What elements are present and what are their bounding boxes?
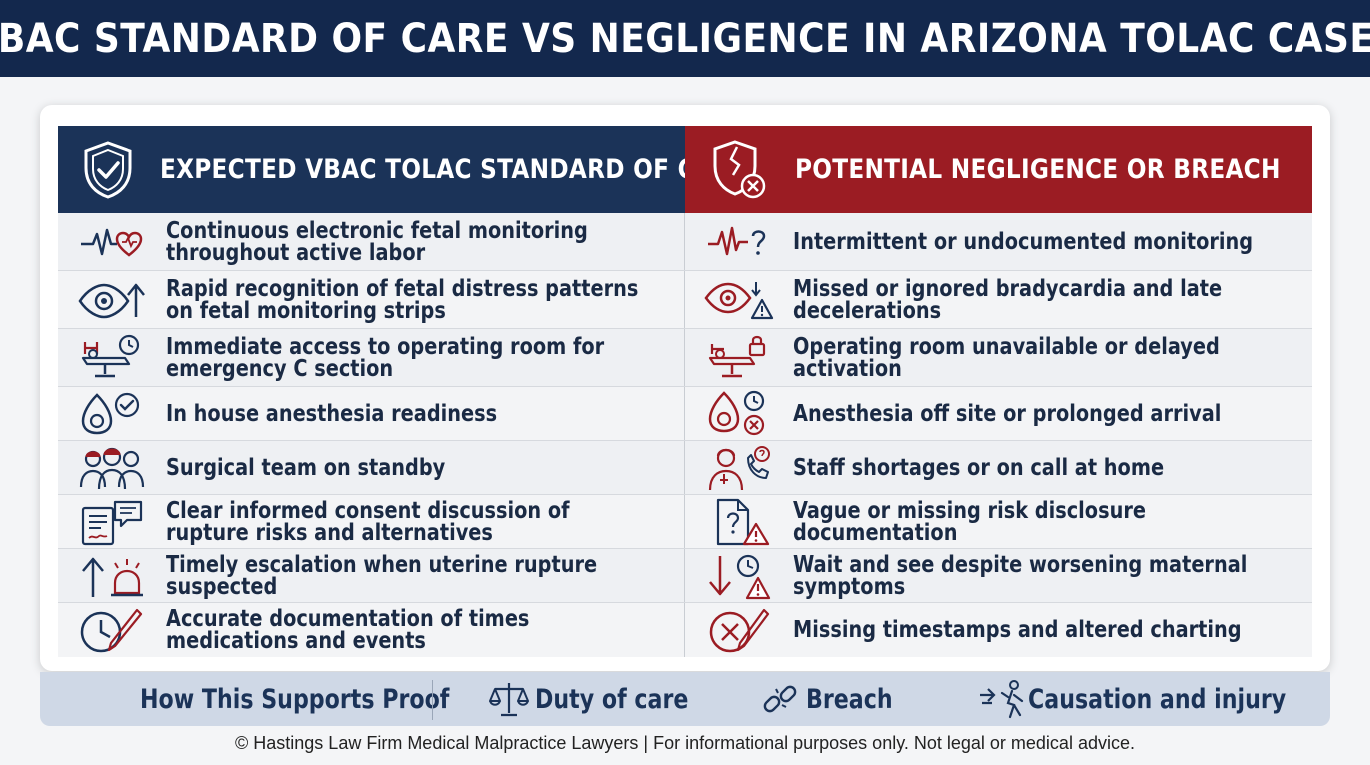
care-text: Clear informed consent discussion of rup… xyxy=(166,497,570,546)
comparison-rows: Continuous electronic fetal monitoring t… xyxy=(58,213,1312,657)
care-text: Immediate access to operating room for e… xyxy=(166,333,605,382)
breach-cell: Intermittent or undocumented monitoring xyxy=(685,213,1312,270)
care-text: Surgical team on standby xyxy=(166,454,446,481)
table-row: Surgical team on standby Staff shortages… xyxy=(58,441,1312,495)
care-text: Rapid recognition of fetal distress patt… xyxy=(166,275,639,324)
care-cell: Timely escalation when uterine rupture s… xyxy=(58,549,685,602)
negligence-header: POTENTIAL NEGLIGENCE OR BREACH xyxy=(685,126,1312,213)
proof-bar-title: How This Supports Proof xyxy=(140,672,517,726)
care-cell: Accurate documentation of times medicati… xyxy=(58,603,685,657)
table-row: Rapid recognition of fetal distress patt… xyxy=(58,271,1312,329)
care-text: Continuous electronic fetal monitoring t… xyxy=(166,217,588,266)
care-cell: In house anesthesia readiness xyxy=(58,387,685,440)
breach-text: Missing timestamps and altered charting xyxy=(793,617,1242,643)
breach-text: Anesthesia off site or prolonged arrival xyxy=(793,400,1222,427)
consent-form-chat-icon xyxy=(76,498,148,546)
operating-table-clock-icon xyxy=(76,334,148,382)
breach-text: Wait and see despite worsening maternal … xyxy=(793,551,1248,600)
anesthesia-mask-check-icon xyxy=(76,390,148,438)
scales-icon xyxy=(487,677,531,721)
table-row: Clear informed consent discussion of rup… xyxy=(58,495,1312,549)
heartbeat-monitor-icon xyxy=(76,218,148,266)
standard-of-care-header-label: EXPECTED VBAC TOLAC STANDARD OF CARE xyxy=(160,154,748,185)
breach-cell: Operating room unavailable or delayed ac… xyxy=(685,329,1312,386)
proof-item-duty: Duty of care xyxy=(487,672,722,726)
proof-item-label: Causation and injury xyxy=(1028,683,1287,715)
broken-chain-icon xyxy=(758,677,802,721)
eye-arrow-up-icon xyxy=(76,276,148,324)
negligence-header-label: POTENTIAL NEGLIGENCE OR BREACH xyxy=(795,154,1281,185)
proof-bar-label: How This Supports Proof xyxy=(140,683,450,715)
proof-item-causation: Causation and injury xyxy=(980,672,1343,726)
care-cell: Immediate access to operating room for e… xyxy=(58,329,685,386)
impact-person-icon xyxy=(980,677,1024,721)
table-row: Continuous electronic fetal monitoring t… xyxy=(58,213,1312,271)
doctor-phone-icon xyxy=(703,444,775,492)
breach-text: Missed or ignored bradycardia and late d… xyxy=(793,275,1223,324)
anesthesia-mask-clock-icon xyxy=(703,390,775,438)
care-text: In house anesthesia readiness xyxy=(166,400,498,427)
breach-text: Vague or missing risk disclosure documen… xyxy=(793,497,1146,546)
heartbeat-question-icon xyxy=(703,218,775,266)
breach-cell: Staff shortages or on call at home xyxy=(685,441,1312,494)
breach-cell: Vague or missing risk disclosure documen… xyxy=(685,495,1312,548)
arrow-down-clock-warning-icon xyxy=(703,552,775,600)
title-banner: VBAC STANDARD OF CARE VS NEGLIGENCE IN A… xyxy=(0,0,1370,77)
proof-bar: How This Supports Proof Duty of care Bre… xyxy=(40,672,1330,726)
eye-warning-icon xyxy=(703,276,775,324)
care-text: Timely escalation when uterine rupture s… xyxy=(166,551,598,600)
breach-cell: Missing timestamps and altered charting xyxy=(685,603,1312,657)
proof-bar-divider xyxy=(432,680,433,720)
operating-table-lock-icon xyxy=(703,334,775,382)
breach-cell: Wait and see despite worsening maternal … xyxy=(685,549,1312,602)
arrow-up-alarm-icon xyxy=(76,552,148,600)
proof-item-label: Duty of care xyxy=(535,683,689,715)
standard-of-care-header: EXPECTED VBAC TOLAC STANDARD OF CARE xyxy=(58,126,747,213)
table-row: Accurate documentation of times medicati… xyxy=(58,603,1312,657)
breach-text: Operating room unavailable or delayed ac… xyxy=(793,333,1220,382)
proof-item-label: Breach xyxy=(806,683,893,715)
breach-text: Staff shortages or on call at home xyxy=(793,454,1165,481)
table-row: Timely escalation when uterine rupture s… xyxy=(58,549,1312,603)
proof-item-breach: Breach xyxy=(758,672,912,726)
footer-disclaimer: © Hastings Law Firm Medical Malpractice … xyxy=(235,733,1135,753)
document-question-warning-icon xyxy=(703,498,775,546)
broken-shield-x-icon xyxy=(709,138,769,202)
care-cell: Clear informed consent discussion of rup… xyxy=(58,495,685,548)
care-cell: Rapid recognition of fetal distress patt… xyxy=(58,271,685,328)
page-title: VBAC STANDARD OF CARE VS NEGLIGENCE IN A… xyxy=(0,15,1370,62)
care-cell: Surgical team on standby xyxy=(58,441,685,494)
clock-pen-icon xyxy=(76,606,148,654)
shield-check-icon xyxy=(82,138,134,202)
table-row: In house anesthesia readiness Anesthesia… xyxy=(58,387,1312,441)
breach-cell: Missed or ignored bradycardia and late d… xyxy=(685,271,1312,328)
surgical-team-icon xyxy=(76,444,148,492)
breach-cell: Anesthesia off site or prolonged arrival xyxy=(685,387,1312,440)
care-text: Accurate documentation of times medicati… xyxy=(166,606,530,654)
comparison-table: EXPECTED VBAC TOLAC STANDARD OF CARE POT… xyxy=(58,126,1312,657)
breach-text: Intermittent or undocumented monitoring xyxy=(793,228,1254,255)
care-cell: Continuous electronic fetal monitoring t… xyxy=(58,213,685,270)
clock-x-pen-icon xyxy=(703,606,775,654)
table-row: Immediate access to operating room for e… xyxy=(58,329,1312,387)
